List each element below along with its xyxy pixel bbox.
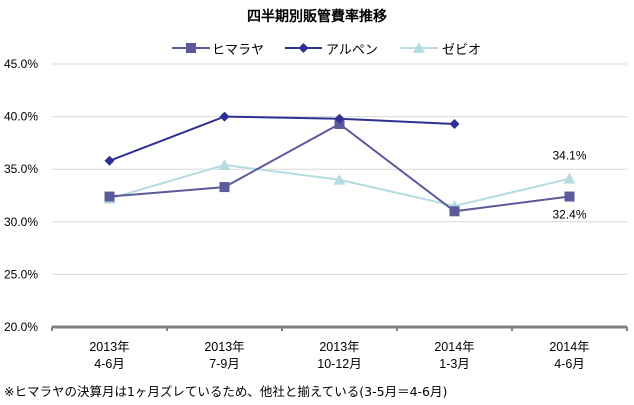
- legend-marker-1: [298, 43, 309, 53]
- series-line-1: [109, 115, 455, 162]
- y-tick-label: 20.0%: [4, 320, 38, 334]
- x-tick-label: 2014年: [549, 340, 589, 354]
- data-point: [563, 172, 576, 184]
- legend-marker-2: [413, 42, 425, 53]
- x-tick-label: 2013年: [319, 340, 359, 354]
- y-tick-label: 25.0%: [4, 267, 38, 281]
- data-point: [219, 111, 230, 122]
- data-point: [104, 191, 115, 202]
- x-tick-label: 4-6月: [94, 357, 125, 371]
- x-tick-label: 1-3月: [439, 357, 470, 371]
- data-label: 34.1%: [552, 149, 586, 163]
- legend-label-xebio: ゼビオ: [442, 43, 482, 58]
- data-point: [449, 206, 460, 217]
- series-line-0: [109, 122, 570, 213]
- y-tick-label: 35.0%: [4, 162, 38, 176]
- data-label: 32.4%: [552, 208, 586, 222]
- data-point: [219, 182, 230, 193]
- data-point: [218, 158, 231, 170]
- data-point: [333, 173, 346, 185]
- x-tick-label: 10-12月: [317, 357, 361, 371]
- footnote: ※ヒマラヤの決算月は1ヶ月ズレているため、他社と揃えている(3-5月＝4-6月): [4, 384, 448, 399]
- series-line-2: [109, 163, 570, 208]
- x-tick-label: 2014年: [434, 340, 474, 354]
- data-point: [104, 155, 115, 166]
- legend-marker-0: [186, 43, 196, 53]
- legend-label-himalaya: ヒマラヤ: [212, 43, 265, 58]
- data-point: [334, 118, 345, 129]
- y-tick-label: 45.0%: [4, 57, 38, 71]
- data-point: [334, 113, 345, 124]
- data-point: [564, 191, 575, 202]
- y-tick-label: 30.0%: [4, 215, 38, 229]
- x-tick-label: 7-9月: [209, 357, 240, 371]
- legend-label-alpen: アルペン: [326, 43, 378, 58]
- x-tick-label: 2013年: [204, 340, 244, 354]
- x-tick-label: 2013年: [89, 340, 129, 354]
- chart-title: 四半期別販管費率推移: [247, 9, 387, 25]
- data-point: [449, 118, 460, 129]
- x-tick-label: 4-6月: [554, 357, 585, 371]
- y-tick-label: 40.0%: [4, 110, 38, 124]
